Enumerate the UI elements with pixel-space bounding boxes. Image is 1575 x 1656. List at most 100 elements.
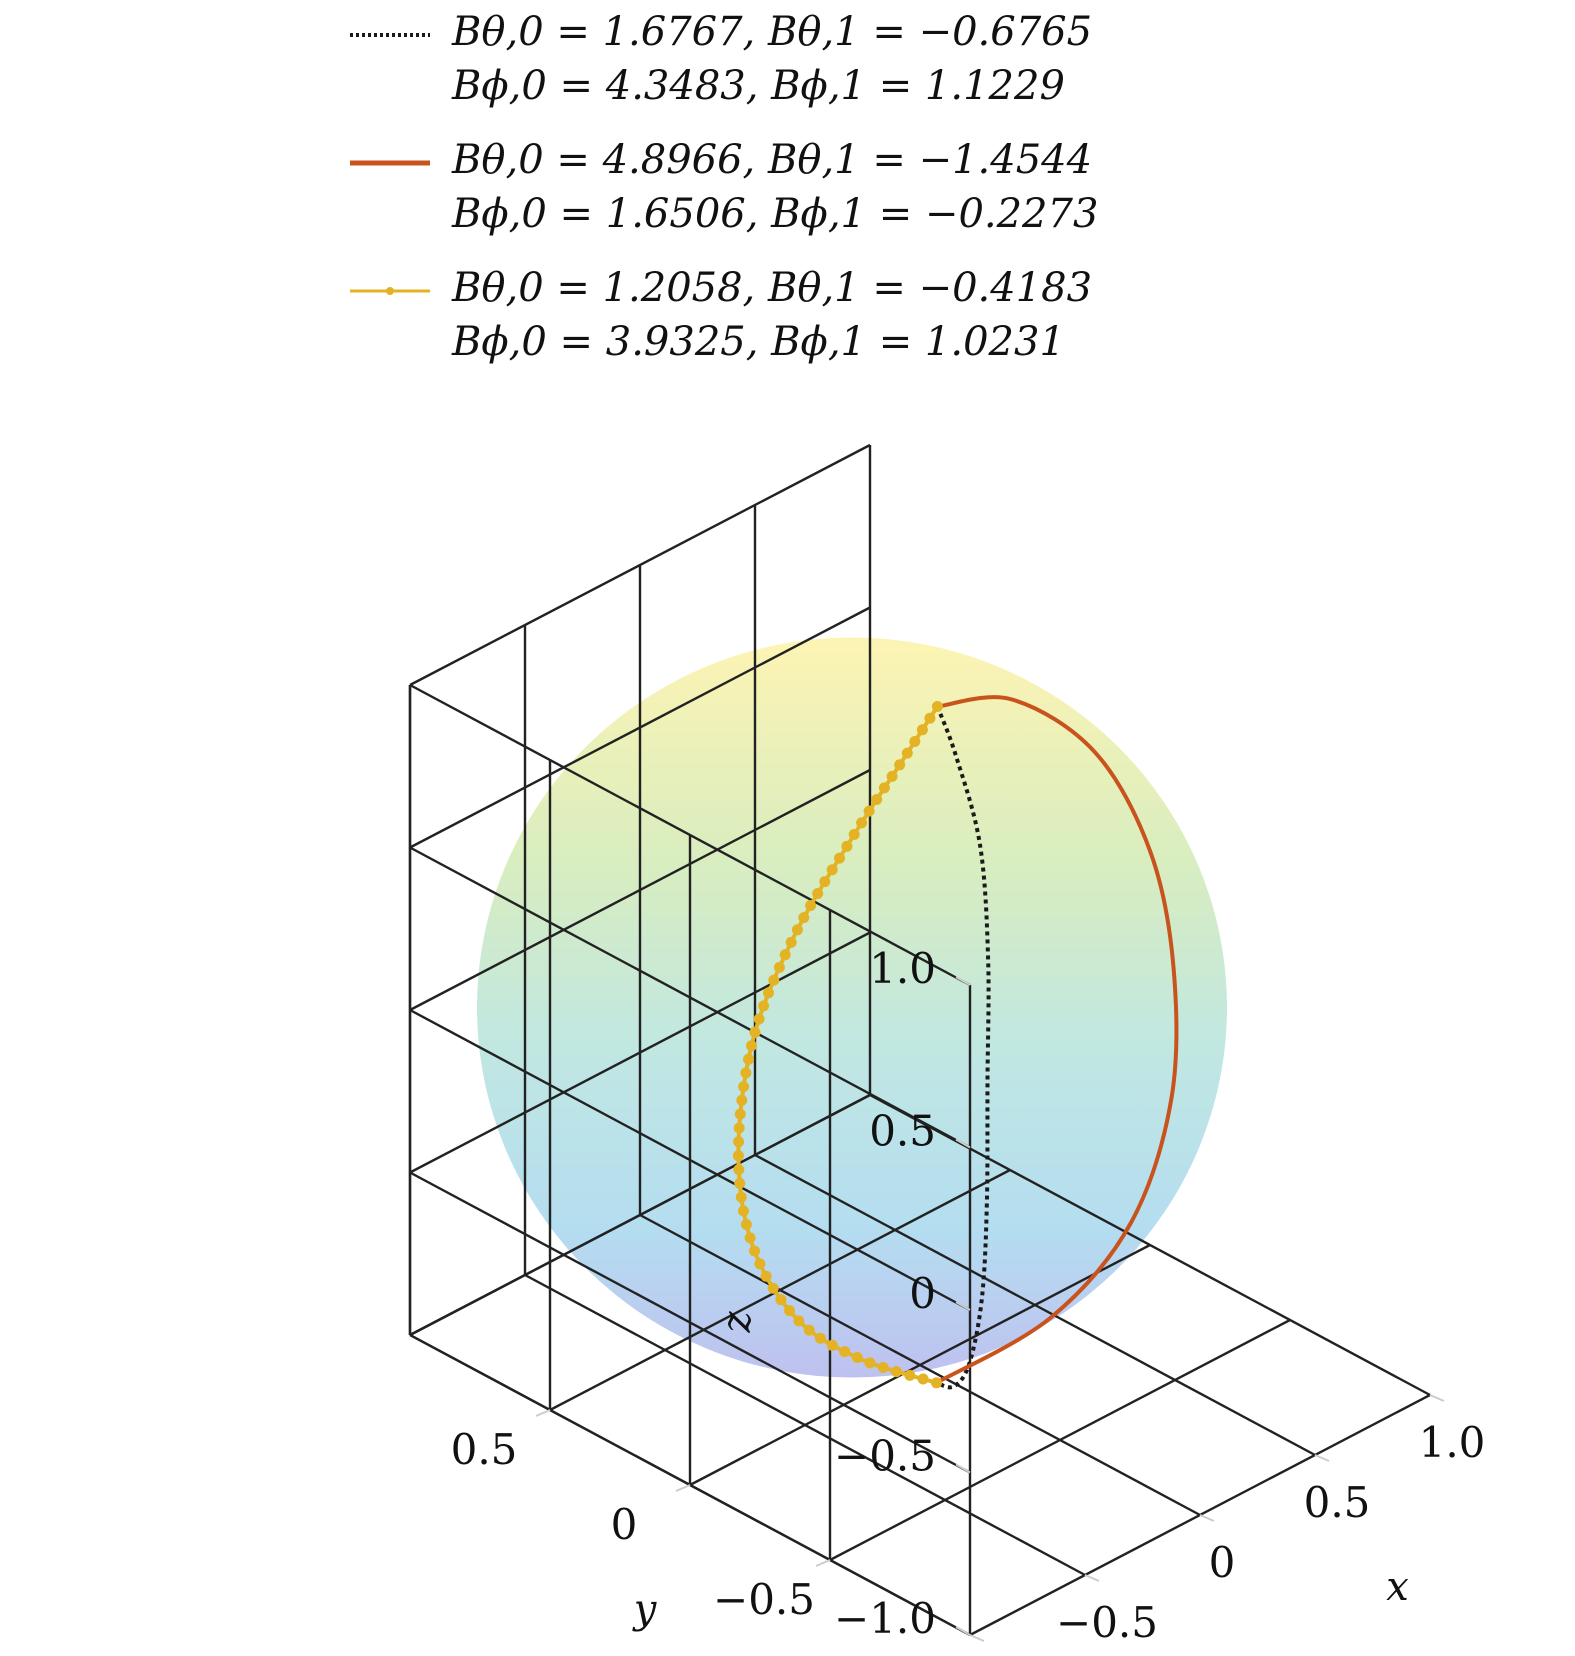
legend-swatch-orange <box>350 160 430 166</box>
series-marker-2 <box>740 1219 752 1230</box>
z-tick-label: 0 <box>909 1269 936 1318</box>
series-marker-2 <box>754 1258 766 1270</box>
grid-line-floor-y <box>689 1243 1151 1487</box>
z-axis-label: z <box>714 1311 760 1334</box>
tick-mark <box>955 1463 971 1474</box>
series-marker-2 <box>746 1040 757 1052</box>
tick-mark <box>1084 1574 1100 1582</box>
tick-mark <box>1314 1454 1330 1462</box>
series-marker-2 <box>734 1177 746 1189</box>
grid-line-side-z <box>409 683 971 987</box>
grid-line-back-z <box>409 443 871 687</box>
legend-entry-yellow: Bθ,0 = 1.2058, Bθ,1 = −0.4183 Bϕ,0 = 3.9… <box>350 258 1250 386</box>
series-marker-2 <box>917 1373 929 1385</box>
series-marker-2 <box>916 724 928 736</box>
series-marker-2 <box>864 1357 876 1369</box>
series-marker-2 <box>931 1377 942 1389</box>
tick-mark <box>969 1634 985 1642</box>
tick-mark <box>955 1138 971 1149</box>
series-marker-2 <box>819 876 831 888</box>
legend-text-yellow-line2: Bϕ,0 = 3.9325, Bϕ,1 = 1.0231 <box>452 319 1065 365</box>
grid-line-back-z <box>409 931 871 1174</box>
series-marker-2 <box>733 1164 745 1176</box>
grid-line-floor-y <box>549 1168 1011 1412</box>
series-marker-2 <box>767 1282 779 1294</box>
y-tick-label: −0.5 <box>713 1575 815 1624</box>
series-marker-2 <box>738 1081 750 1093</box>
grid-line-floor-y <box>829 1318 1291 1562</box>
series-marker-2 <box>768 974 780 986</box>
series-marker-2 <box>798 912 810 924</box>
series-marker-2 <box>732 1150 744 1162</box>
series-marker-2 <box>779 949 791 961</box>
series-marker-2 <box>878 782 890 794</box>
y-tick-label: 0.5 <box>451 1425 518 1474</box>
tick-mark <box>815 1559 831 1567</box>
series-marker-2 <box>740 1067 752 1079</box>
series-marker-2 <box>877 1362 889 1373</box>
legend-text-yellow-line1: Bθ,0 = 1.2058, Bθ,1 = −0.4183 <box>452 265 1093 311</box>
legend-text-dotted-line2: Bϕ,0 = 4.3483, Bϕ,1 = 1.1229 <box>452 63 1065 109</box>
series-marker-2 <box>803 1324 815 1336</box>
y-axis-label: y <box>632 1587 658 1633</box>
series-marker-2 <box>826 864 838 876</box>
series-marker-2 <box>924 712 936 724</box>
x-tick-label: 0.5 <box>1304 1478 1371 1527</box>
tick-mark <box>1429 1394 1445 1402</box>
grid-line-back-z <box>409 606 871 849</box>
series-marker-2 <box>763 987 774 999</box>
series-marker-2 <box>890 1366 902 1378</box>
series-marker-2 <box>734 1108 746 1120</box>
series-marker-2 <box>760 1270 772 1282</box>
x-tick-label: −0.5 <box>1056 1598 1158 1647</box>
y-tick-label: 0 <box>611 1500 638 1549</box>
tick-mark <box>675 1484 691 1492</box>
z-tick-label: −0.5 <box>834 1432 936 1481</box>
series-marker-2 <box>736 1094 748 1106</box>
z-tick-label: −1.0 <box>834 1594 936 1643</box>
legend-text-orange-line2: Bϕ,0 = 1.6506, Bϕ,1 = −0.2273 <box>452 191 1099 237</box>
series-marker-2 <box>753 1013 765 1025</box>
x-axis-label: x <box>1386 1564 1409 1610</box>
z-tick-label: 0.5 <box>869 1107 936 1156</box>
grid-line-side-z <box>409 1008 971 1312</box>
sphere-surface <box>477 637 1227 1378</box>
series-marker-2 <box>805 900 817 911</box>
series-line-1 <box>935 695 1179 1385</box>
series-marker-2 <box>744 1232 756 1244</box>
series-marker-2 <box>793 1315 805 1327</box>
legend-swatch-dotted <box>350 33 430 37</box>
grid-line-side-z <box>409 1171 971 1474</box>
series-marker-2 <box>773 961 785 973</box>
z-tick-label: 1.0 <box>869 944 936 993</box>
legend-swatch-yellow <box>350 287 430 295</box>
series-marker-2 <box>812 888 824 899</box>
series-marker-2 <box>785 936 797 948</box>
tick-mark <box>955 1301 971 1311</box>
tick-mark <box>535 1409 551 1417</box>
series-marker-2 <box>909 736 921 747</box>
grid-line-floor-y <box>409 1093 871 1337</box>
tick-mark <box>1199 1514 1215 1522</box>
legend-text-orange-line1: Bθ,0 = 4.8966, Bθ,1 = −1.4544 <box>452 137 1093 183</box>
series-marker-2 <box>901 747 913 759</box>
series-marker-2 <box>841 840 853 852</box>
series-marker-2 <box>775 1294 787 1306</box>
x-tick-label: 1.0 <box>1419 1418 1486 1467</box>
tick-mark <box>955 1626 971 1636</box>
series-marker-2 <box>856 817 868 829</box>
series-marker-2 <box>735 1191 747 1203</box>
series-marker-2 <box>749 1245 760 1257</box>
series-marker-2 <box>848 829 860 840</box>
series-marker-2 <box>826 1339 838 1351</box>
series-marker-2 <box>738 1205 749 1217</box>
legend-text-dotted-line1: Bθ,0 = 1.6767, Bθ,1 = −0.6765 <box>452 9 1093 55</box>
legend-entry-orange: Bθ,0 = 4.8966, Bθ,1 = −1.4544 Bϕ,0 = 1.6… <box>350 130 1250 258</box>
series-marker-2 <box>886 770 898 782</box>
series-marker-2 <box>743 1053 754 1065</box>
series-marker-2 <box>749 1026 761 1038</box>
series-marker-2 <box>834 852 845 864</box>
series-marker-2 <box>904 1369 916 1381</box>
series-marker-2 <box>733 1136 745 1148</box>
